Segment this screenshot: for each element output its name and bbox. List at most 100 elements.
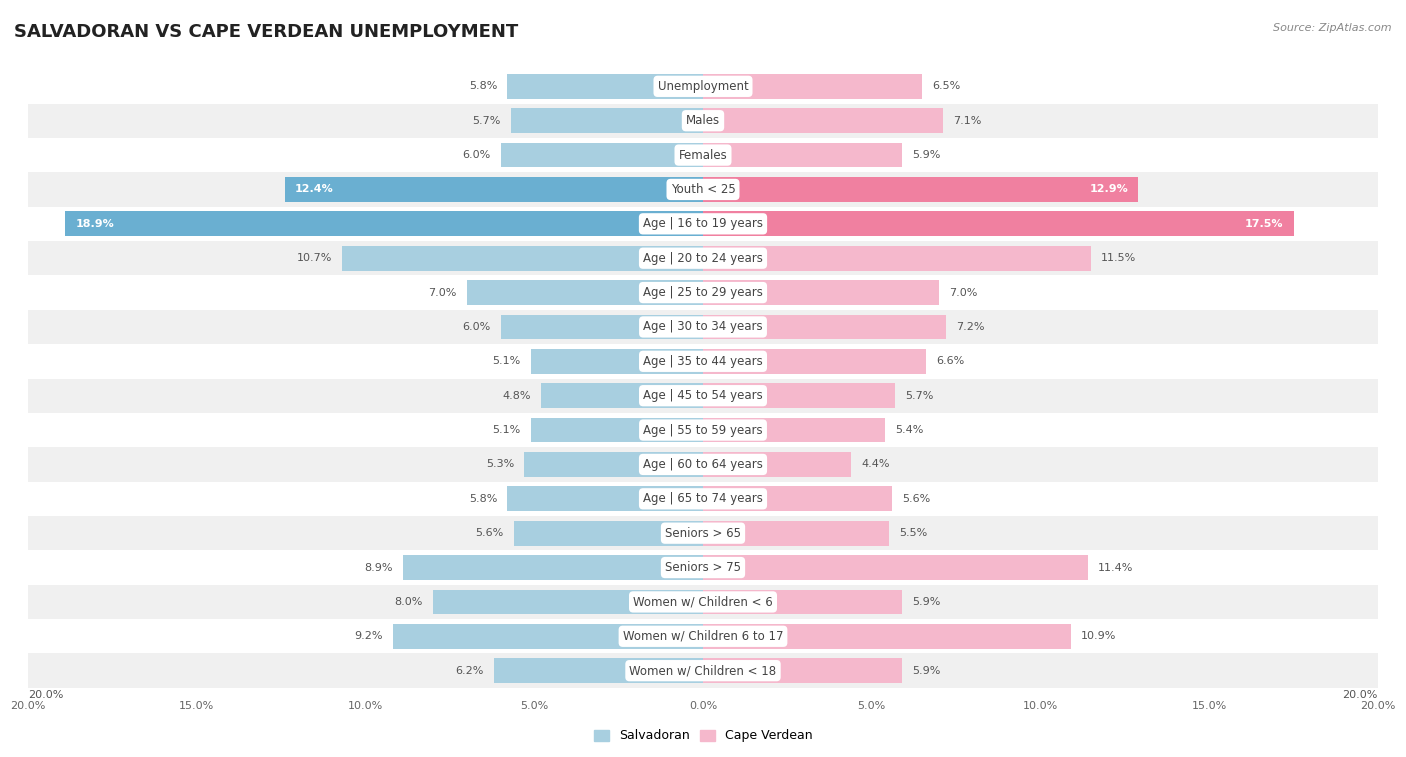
Text: 9.2%: 9.2%: [354, 631, 382, 641]
Text: Unemployment: Unemployment: [658, 79, 748, 93]
Bar: [28, 138, 1378, 173]
Bar: [28, 104, 1378, 138]
Bar: [28, 413, 1378, 447]
Bar: [402, 555, 703, 580]
Bar: [515, 521, 703, 546]
Bar: [28, 481, 1378, 516]
Text: 7.2%: 7.2%: [956, 322, 984, 332]
Bar: [541, 383, 703, 408]
Text: 6.2%: 6.2%: [456, 665, 484, 676]
Bar: [28, 276, 1378, 310]
Text: 20.0%: 20.0%: [28, 690, 63, 700]
Text: 6.0%: 6.0%: [463, 150, 491, 160]
Text: 7.0%: 7.0%: [429, 288, 457, 298]
Text: 12.9%: 12.9%: [1090, 185, 1128, 195]
Bar: [703, 452, 852, 477]
Bar: [392, 624, 703, 649]
Bar: [28, 310, 1378, 344]
Bar: [28, 173, 1378, 207]
Text: Females: Females: [679, 148, 727, 161]
Text: Source: ZipAtlas.com: Source: ZipAtlas.com: [1274, 23, 1392, 33]
Bar: [28, 378, 1378, 413]
Bar: [703, 280, 939, 305]
Text: 5.1%: 5.1%: [492, 357, 520, 366]
Text: Age | 65 to 74 years: Age | 65 to 74 years: [643, 492, 763, 506]
Text: 5.4%: 5.4%: [896, 425, 924, 435]
Bar: [28, 653, 1378, 688]
Text: Women w/ Children < 6: Women w/ Children < 6: [633, 596, 773, 609]
Text: 18.9%: 18.9%: [76, 219, 114, 229]
Text: 8.0%: 8.0%: [395, 597, 423, 607]
Bar: [467, 280, 703, 305]
Bar: [28, 619, 1378, 653]
Bar: [28, 447, 1378, 481]
Text: 5.6%: 5.6%: [903, 494, 931, 504]
Bar: [531, 349, 703, 374]
Bar: [28, 584, 1378, 619]
Bar: [65, 211, 703, 236]
Bar: [531, 418, 703, 442]
Text: 5.7%: 5.7%: [905, 391, 934, 400]
Text: 10.7%: 10.7%: [297, 253, 332, 263]
Text: Seniors > 65: Seniors > 65: [665, 527, 741, 540]
Bar: [494, 659, 703, 683]
Text: Women w/ Children 6 to 17: Women w/ Children 6 to 17: [623, 630, 783, 643]
Bar: [703, 315, 946, 339]
Text: 17.5%: 17.5%: [1244, 219, 1284, 229]
Bar: [284, 177, 703, 202]
Bar: [28, 516, 1378, 550]
Bar: [703, 624, 1071, 649]
Text: 11.4%: 11.4%: [1098, 562, 1133, 572]
Text: Age | 45 to 54 years: Age | 45 to 54 years: [643, 389, 763, 402]
Text: Age | 55 to 59 years: Age | 55 to 59 years: [643, 424, 763, 437]
Bar: [703, 246, 1091, 270]
Bar: [703, 590, 903, 614]
Text: Age | 16 to 19 years: Age | 16 to 19 years: [643, 217, 763, 230]
Text: SALVADORAN VS CAPE VERDEAN UNEMPLOYMENT: SALVADORAN VS CAPE VERDEAN UNEMPLOYMENT: [14, 23, 519, 41]
Text: 7.0%: 7.0%: [949, 288, 977, 298]
Bar: [433, 590, 703, 614]
Bar: [703, 349, 925, 374]
Bar: [703, 177, 1139, 202]
Bar: [703, 211, 1294, 236]
Text: 5.9%: 5.9%: [912, 150, 941, 160]
Text: 6.6%: 6.6%: [936, 357, 965, 366]
Text: 4.8%: 4.8%: [502, 391, 531, 400]
Text: Seniors > 75: Seniors > 75: [665, 561, 741, 574]
Bar: [28, 550, 1378, 584]
Text: Youth < 25: Youth < 25: [671, 183, 735, 196]
Bar: [501, 143, 703, 167]
Text: 5.8%: 5.8%: [468, 81, 498, 92]
Text: 5.5%: 5.5%: [898, 528, 927, 538]
Text: 20.0%: 20.0%: [1343, 690, 1378, 700]
Text: Age | 35 to 44 years: Age | 35 to 44 years: [643, 355, 763, 368]
Text: 6.0%: 6.0%: [463, 322, 491, 332]
Text: 5.8%: 5.8%: [468, 494, 498, 504]
Bar: [703, 143, 903, 167]
Text: 8.9%: 8.9%: [364, 562, 392, 572]
Text: Age | 20 to 24 years: Age | 20 to 24 years: [643, 251, 763, 265]
Bar: [703, 555, 1088, 580]
Text: 5.6%: 5.6%: [475, 528, 503, 538]
Bar: [501, 315, 703, 339]
Bar: [703, 418, 886, 442]
Bar: [703, 659, 903, 683]
Text: 5.3%: 5.3%: [486, 459, 515, 469]
Bar: [508, 487, 703, 511]
Text: Age | 25 to 29 years: Age | 25 to 29 years: [643, 286, 763, 299]
Bar: [508, 74, 703, 98]
Text: 4.4%: 4.4%: [862, 459, 890, 469]
Text: Age | 60 to 64 years: Age | 60 to 64 years: [643, 458, 763, 471]
Text: 5.7%: 5.7%: [472, 116, 501, 126]
Bar: [703, 383, 896, 408]
Text: 10.9%: 10.9%: [1081, 631, 1116, 641]
Text: 5.9%: 5.9%: [912, 597, 941, 607]
Text: 5.9%: 5.9%: [912, 665, 941, 676]
Bar: [510, 108, 703, 133]
Bar: [524, 452, 703, 477]
Bar: [28, 241, 1378, 276]
Bar: [28, 69, 1378, 104]
Bar: [703, 108, 942, 133]
Text: 6.5%: 6.5%: [932, 81, 960, 92]
Bar: [703, 74, 922, 98]
